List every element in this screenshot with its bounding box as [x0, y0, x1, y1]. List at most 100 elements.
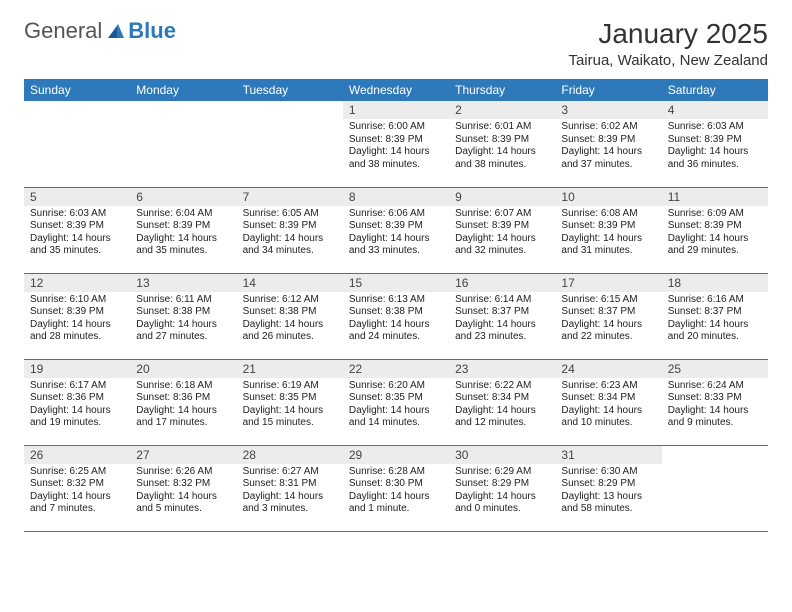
day-number: [662, 446, 768, 450]
calendar-day-cell: 7Sunrise: 6:05 AMSunset: 8:39 PMDaylight…: [237, 187, 343, 273]
sunrise-text: Sunrise: 6:10 AM: [30, 294, 124, 307]
daylight-text: Daylight: 14 hours and 26 minutes.: [243, 319, 337, 344]
day-info: Sunrise: 6:11 AMSunset: 8:38 PMDaylight:…: [130, 292, 236, 348]
daylight-text: Daylight: 14 hours and 38 minutes.: [455, 146, 549, 171]
calendar-day-cell: 14Sunrise: 6:12 AMSunset: 8:38 PMDayligh…: [237, 273, 343, 359]
sunset-text: Sunset: 8:37 PM: [668, 306, 762, 319]
sunset-text: Sunset: 8:30 PM: [349, 478, 443, 491]
daylight-text: Daylight: 14 hours and 31 minutes.: [561, 233, 655, 258]
calendar-day-cell: 1Sunrise: 6:00 AMSunset: 8:39 PMDaylight…: [343, 101, 449, 187]
calendar-day-cell: [24, 101, 130, 187]
calendar-day-cell: 3Sunrise: 6:02 AMSunset: 8:39 PMDaylight…: [555, 101, 661, 187]
weekday-row: SundayMondayTuesdayWednesdayThursdayFrid…: [24, 79, 768, 101]
day-number: 13: [130, 274, 236, 292]
calendar-day-cell: 11Sunrise: 6:09 AMSunset: 8:39 PMDayligh…: [662, 187, 768, 273]
sunset-text: Sunset: 8:34 PM: [561, 392, 655, 405]
day-number: 26: [24, 446, 130, 464]
calendar-day-cell: 25Sunrise: 6:24 AMSunset: 8:33 PMDayligh…: [662, 359, 768, 445]
calendar-week-row: 5Sunrise: 6:03 AMSunset: 8:39 PMDaylight…: [24, 187, 768, 273]
calendar-day-cell: 5Sunrise: 6:03 AMSunset: 8:39 PMDaylight…: [24, 187, 130, 273]
day-number: 22: [343, 360, 449, 378]
day-number: 9: [449, 188, 555, 206]
calendar-day-cell: 10Sunrise: 6:08 AMSunset: 8:39 PMDayligh…: [555, 187, 661, 273]
day-number: 6: [130, 188, 236, 206]
sunrise-text: Sunrise: 6:16 AM: [668, 294, 762, 307]
sunset-text: Sunset: 8:33 PM: [668, 392, 762, 405]
day-number: 19: [24, 360, 130, 378]
day-number: 24: [555, 360, 661, 378]
calendar-week-row: 12Sunrise: 6:10 AMSunset: 8:39 PMDayligh…: [24, 273, 768, 359]
calendar-day-cell: 15Sunrise: 6:13 AMSunset: 8:38 PMDayligh…: [343, 273, 449, 359]
sunrise-text: Sunrise: 6:09 AM: [668, 208, 762, 221]
daylight-text: Daylight: 14 hours and 22 minutes.: [561, 319, 655, 344]
day-info: Sunrise: 6:15 AMSunset: 8:37 PMDaylight:…: [555, 292, 661, 348]
brand-logo: General Blue: [24, 18, 176, 44]
calendar-day-cell: 29Sunrise: 6:28 AMSunset: 8:30 PMDayligh…: [343, 445, 449, 531]
day-number: 20: [130, 360, 236, 378]
daylight-text: Daylight: 14 hours and 24 minutes.: [349, 319, 443, 344]
weekday-header: Tuesday: [237, 79, 343, 101]
calendar-day-cell: 19Sunrise: 6:17 AMSunset: 8:36 PMDayligh…: [24, 359, 130, 445]
day-number: 3: [555, 101, 661, 119]
daylight-text: Daylight: 14 hours and 7 minutes.: [30, 491, 124, 516]
sunrise-text: Sunrise: 6:03 AM: [668, 121, 762, 134]
daylight-text: Daylight: 14 hours and 33 minutes.: [349, 233, 443, 258]
calendar-day-cell: 13Sunrise: 6:11 AMSunset: 8:38 PMDayligh…: [130, 273, 236, 359]
day-number: 27: [130, 446, 236, 464]
sunset-text: Sunset: 8:39 PM: [668, 220, 762, 233]
day-info: Sunrise: 6:28 AMSunset: 8:30 PMDaylight:…: [343, 464, 449, 520]
sunrise-text: Sunrise: 6:14 AM: [455, 294, 549, 307]
sunset-text: Sunset: 8:32 PM: [30, 478, 124, 491]
calendar-day-cell: 18Sunrise: 6:16 AMSunset: 8:37 PMDayligh…: [662, 273, 768, 359]
calendar-week-row: 19Sunrise: 6:17 AMSunset: 8:36 PMDayligh…: [24, 359, 768, 445]
calendar-table: SundayMondayTuesdayWednesdayThursdayFrid…: [24, 79, 768, 532]
day-number: 30: [449, 446, 555, 464]
sunrise-text: Sunrise: 6:00 AM: [349, 121, 443, 134]
calendar-day-cell: 31Sunrise: 6:30 AMSunset: 8:29 PMDayligh…: [555, 445, 661, 531]
sunrise-text: Sunrise: 6:23 AM: [561, 380, 655, 393]
day-number: 4: [662, 101, 768, 119]
day-number: 16: [449, 274, 555, 292]
day-number: 11: [662, 188, 768, 206]
day-number: 12: [24, 274, 130, 292]
sunrise-text: Sunrise: 6:28 AM: [349, 466, 443, 479]
sunset-text: Sunset: 8:35 PM: [349, 392, 443, 405]
sunset-text: Sunset: 8:39 PM: [30, 220, 124, 233]
day-info: Sunrise: 6:05 AMSunset: 8:39 PMDaylight:…: [237, 206, 343, 262]
day-number: 29: [343, 446, 449, 464]
sunrise-text: Sunrise: 6:12 AM: [243, 294, 337, 307]
daylight-text: Daylight: 14 hours and 36 minutes.: [668, 146, 762, 171]
day-number: [24, 101, 130, 105]
sunset-text: Sunset: 8:39 PM: [561, 220, 655, 233]
calendar-day-cell: 17Sunrise: 6:15 AMSunset: 8:37 PMDayligh…: [555, 273, 661, 359]
daylight-text: Daylight: 14 hours and 17 minutes.: [136, 405, 230, 430]
day-info: Sunrise: 6:24 AMSunset: 8:33 PMDaylight:…: [662, 378, 768, 434]
sunset-text: Sunset: 8:34 PM: [455, 392, 549, 405]
day-info: Sunrise: 6:29 AMSunset: 8:29 PMDaylight:…: [449, 464, 555, 520]
sunrise-text: Sunrise: 6:18 AM: [136, 380, 230, 393]
calendar-day-cell: 27Sunrise: 6:26 AMSunset: 8:32 PMDayligh…: [130, 445, 236, 531]
sunrise-text: Sunrise: 6:04 AM: [136, 208, 230, 221]
sunset-text: Sunset: 8:37 PM: [561, 306, 655, 319]
calendar-day-cell: 9Sunrise: 6:07 AMSunset: 8:39 PMDaylight…: [449, 187, 555, 273]
day-info: Sunrise: 6:02 AMSunset: 8:39 PMDaylight:…: [555, 119, 661, 175]
calendar-day-cell: 2Sunrise: 6:01 AMSunset: 8:39 PMDaylight…: [449, 101, 555, 187]
sunrise-text: Sunrise: 6:17 AM: [30, 380, 124, 393]
calendar-week-row: 1Sunrise: 6:00 AMSunset: 8:39 PMDaylight…: [24, 101, 768, 187]
daylight-text: Daylight: 14 hours and 23 minutes.: [455, 319, 549, 344]
calendar-week-row: 26Sunrise: 6:25 AMSunset: 8:32 PMDayligh…: [24, 445, 768, 531]
sunrise-text: Sunrise: 6:26 AM: [136, 466, 230, 479]
sunrise-text: Sunrise: 6:25 AM: [30, 466, 124, 479]
sunrise-text: Sunrise: 6:07 AM: [455, 208, 549, 221]
day-info: Sunrise: 6:18 AMSunset: 8:36 PMDaylight:…: [130, 378, 236, 434]
sunset-text: Sunset: 8:38 PM: [349, 306, 443, 319]
calendar-day-cell: 30Sunrise: 6:29 AMSunset: 8:29 PMDayligh…: [449, 445, 555, 531]
sunset-text: Sunset: 8:39 PM: [136, 220, 230, 233]
daylight-text: Daylight: 13 hours and 58 minutes.: [561, 491, 655, 516]
daylight-text: Daylight: 14 hours and 15 minutes.: [243, 405, 337, 430]
day-number: 8: [343, 188, 449, 206]
daylight-text: Daylight: 14 hours and 38 minutes.: [349, 146, 443, 171]
location-text: Tairua, Waikato, New Zealand: [568, 52, 768, 69]
sunrise-text: Sunrise: 6:01 AM: [455, 121, 549, 134]
daylight-text: Daylight: 14 hours and 1 minute.: [349, 491, 443, 516]
